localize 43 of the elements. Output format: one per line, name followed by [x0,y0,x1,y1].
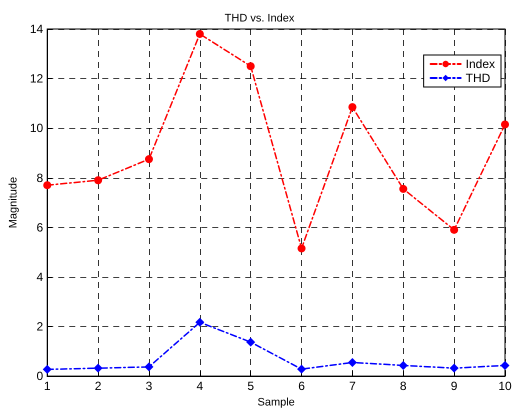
legend-label: Index [466,57,496,71]
point [196,30,204,38]
x-axis-title: Sample [257,396,295,408]
legend-label: THD [466,71,491,85]
point [144,155,153,164]
y-axis-title: Magnitude [8,176,20,228]
point [398,360,408,370]
y-tick-label: 10 [30,121,44,136]
point [450,226,458,234]
y-tick-label: 6 [36,220,44,234]
point [450,364,459,373]
point [94,176,102,184]
point [246,62,255,70]
y-tick-label: 8 [36,170,44,185]
y-tick-label: 12 [30,72,44,86]
y-tick-label: 2 [36,320,44,334]
point [195,318,204,327]
x-tick-label: 7 [349,379,356,394]
point [94,364,103,373]
point [144,362,154,372]
point [43,181,52,190]
x-tick-label: 5 [247,379,254,394]
point [348,358,357,367]
point [501,120,509,128]
x-tick-label: 8 [400,379,407,394]
point [500,360,510,370]
x-tick-label: 1 [44,379,51,394]
x-tick-label: 3 [146,379,153,394]
x-tick-label: 9 [450,379,458,394]
point [399,184,408,193]
x-tick-label: 6 [298,379,306,394]
x-tick-label: 10 [498,379,512,394]
y-tick-label: 14 [30,22,44,36]
chart-title: THD vs. Index [224,12,295,24]
x-tick-label: 2 [94,379,102,394]
point [348,103,356,112]
x-tick-label: 4 [196,379,204,394]
y-tick-label: 4 [36,270,44,284]
point [246,338,256,347]
y-tick-label: 0 [36,369,44,384]
point [298,244,306,252]
point [297,364,306,374]
point [42,364,52,374]
